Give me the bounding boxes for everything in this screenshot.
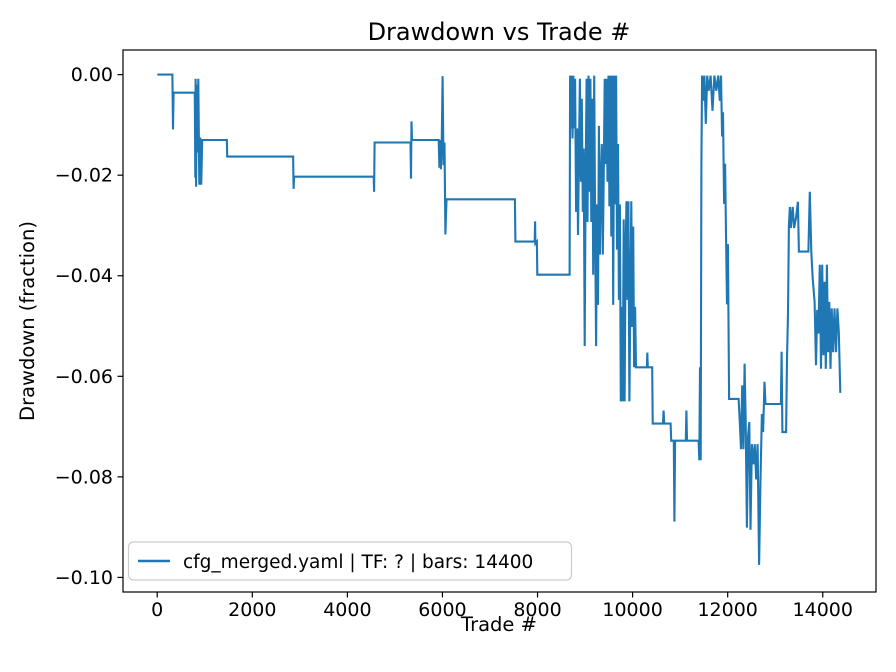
legend-label: cfg_merged.yaml | TF: ? | bars: 14400	[183, 552, 533, 573]
y-tick-label: −0.04	[55, 265, 113, 287]
y-axis-label: Drawdown (fraction)	[16, 221, 39, 421]
y-tick-label: 0.00	[71, 64, 113, 86]
legend-box	[127, 541, 573, 581]
x-tick-label: 4000	[323, 599, 371, 621]
x-tick-label: 2000	[228, 599, 276, 621]
x-axis-label: Trade #	[460, 613, 537, 636]
axis-tick-labels: 0 2000 4000 6000 8000 10000 12000 14000 0.00 −0.0…	[55, 64, 853, 621]
y-tick-label: −0.10	[55, 567, 113, 589]
y-tick-label: −0.02	[55, 165, 113, 187]
chart-title: Drawdown vs Trade #	[368, 18, 631, 46]
x-tick-label: 0	[151, 599, 163, 621]
y-tick-label: −0.06	[55, 366, 113, 388]
plot-area	[123, 50, 876, 592]
data-series-line	[157, 73, 842, 565]
y-tick-label: −0.08	[55, 466, 113, 488]
x-tick-label: 10000	[602, 599, 662, 621]
x-tick-label: 14000	[793, 599, 853, 621]
axis-ticks	[117, 74, 824, 598]
drawdown-line	[157, 73, 842, 565]
x-tick-label: 6000	[418, 599, 466, 621]
axes-spines	[122, 49, 877, 593]
legend: cfg_merged.yaml | TF: ? | bars: 14400	[127, 541, 573, 581]
x-tick-label: 8000	[513, 599, 561, 621]
x-tick-label: 12000	[697, 599, 757, 621]
